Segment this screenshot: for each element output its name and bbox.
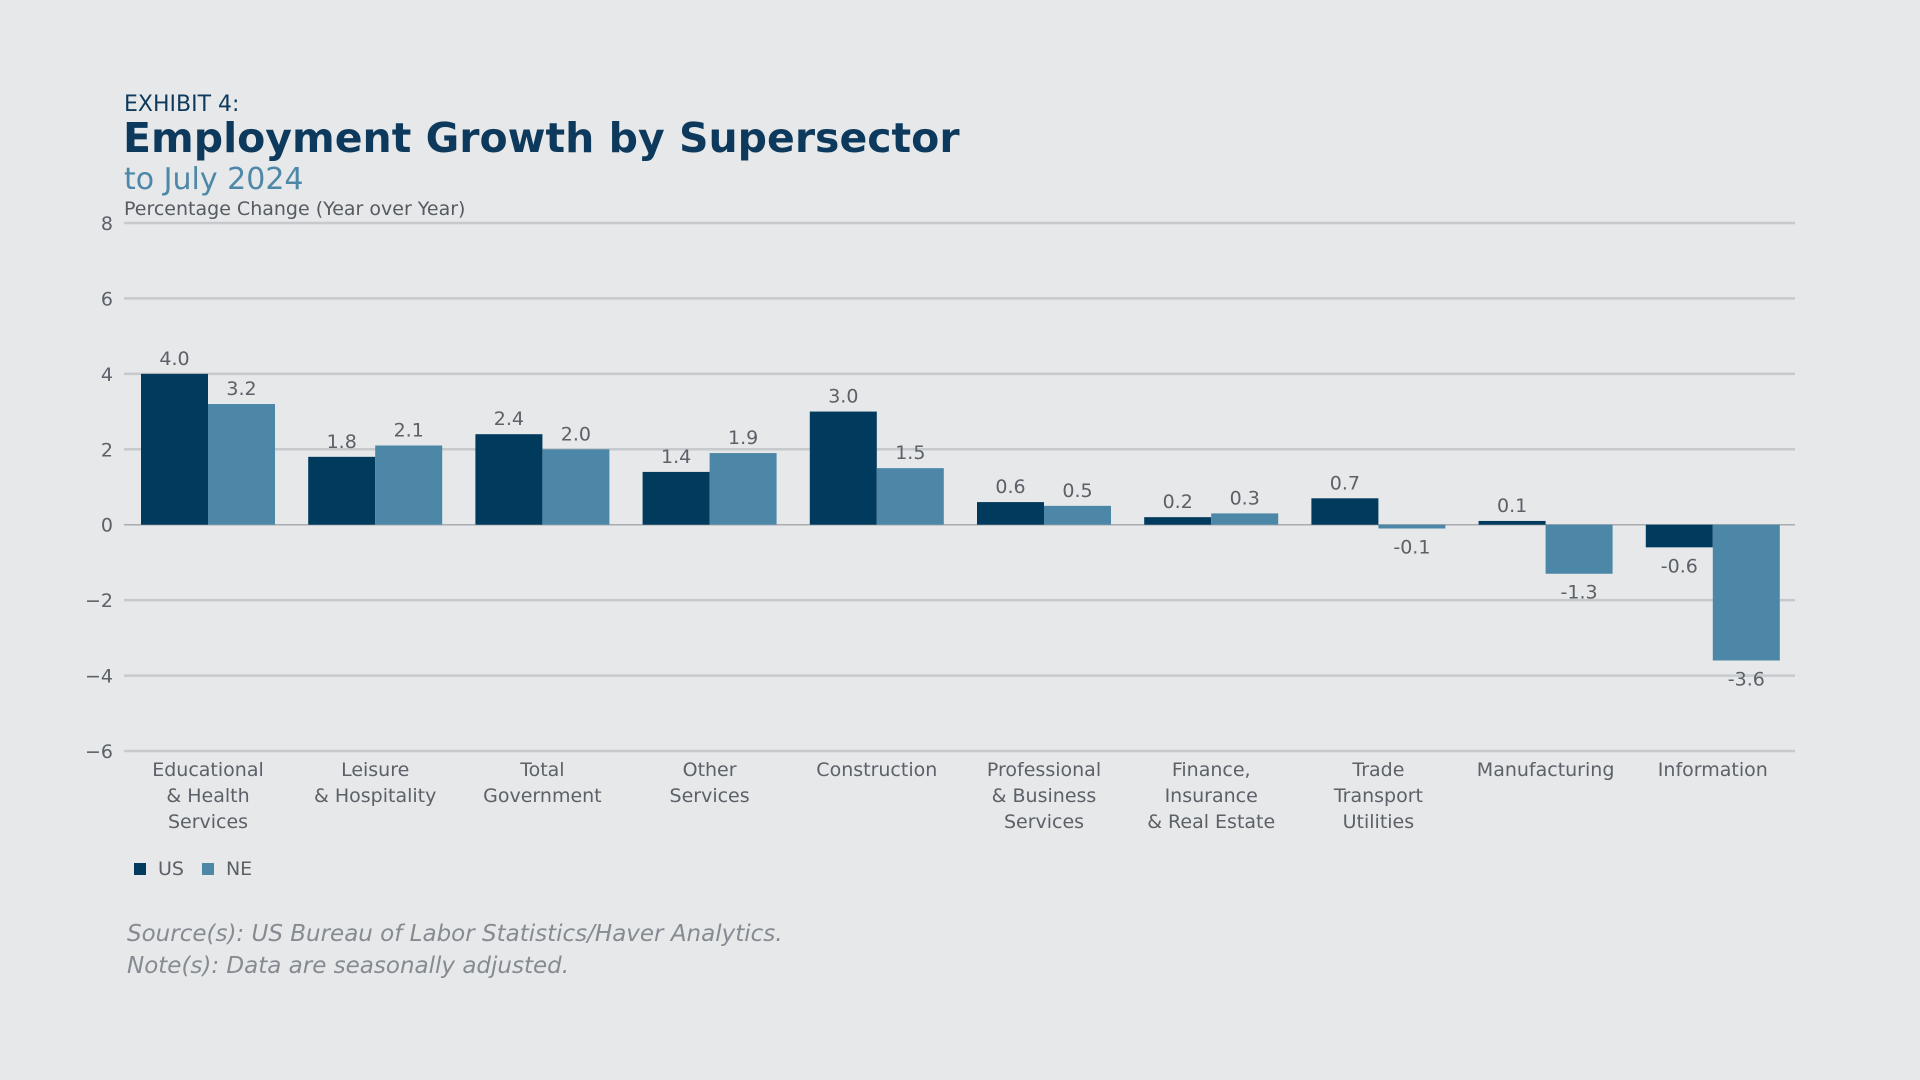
- legend-swatch-ne: [201, 863, 214, 875]
- x-tick-label: Professional: [987, 759, 1101, 781]
- legend-label-ne: NE: [225, 858, 253, 880]
- bar-ne: [1211, 513, 1279, 525]
- legend-item-us: US: [134, 858, 184, 880]
- data-label-us: 0.7: [1330, 472, 1360, 494]
- x-tick-label: Trade: [1351, 759, 1404, 781]
- data-label-ne: 0.3: [1230, 487, 1260, 509]
- legend-label-us: US: [158, 858, 184, 880]
- bar-ne: [1545, 524, 1613, 574]
- data-label-ne: 2.0: [561, 423, 591, 445]
- bar-ne: [542, 449, 610, 525]
- x-tick-label: Total: [519, 759, 564, 781]
- bar-us: [308, 456, 376, 525]
- bar-ne: [709, 453, 777, 525]
- bar-us: [1144, 517, 1212, 525]
- bar-us: [642, 471, 710, 525]
- data-label-us: 0.2: [1163, 491, 1193, 513]
- x-tick-label: Leisure: [341, 759, 409, 781]
- bar-us: [977, 502, 1044, 525]
- bar-ne: [1378, 524, 1446, 529]
- data-label-ne: -1.3: [1561, 582, 1598, 604]
- bar-us: [1311, 498, 1379, 525]
- data-label-us: 0.6: [995, 476, 1025, 498]
- data-label-us: 4.0: [159, 348, 189, 370]
- y-tick-label: −2: [85, 590, 113, 612]
- y-tick-label: 0: [101, 515, 113, 537]
- legend: US NE: [134, 858, 270, 880]
- legend-swatch-us: [134, 863, 146, 875]
- bar-us: [1478, 520, 1546, 525]
- x-tick-label: Finance,: [1172, 759, 1251, 781]
- bar-us: [141, 373, 208, 525]
- data-label-us: 3.0: [828, 386, 858, 408]
- x-tick-label: Insurance: [1165, 785, 1258, 807]
- data-label-ne: 1.5: [895, 442, 925, 464]
- x-tick-label: & Health: [166, 785, 249, 807]
- x-tick-label: Utilities: [1343, 811, 1415, 833]
- x-tick-label: Transport: [1333, 785, 1423, 807]
- exhibit-label: EXHIBIT 4:: [124, 92, 240, 117]
- legend-item-ne: NE: [201, 858, 253, 880]
- data-label-ne: 0.5: [1062, 480, 1092, 502]
- bar-ne: [1712, 524, 1780, 661]
- x-tick-label: Services: [670, 785, 750, 807]
- bar-ne: [876, 468, 944, 525]
- data-label-ne: 3.2: [226, 378, 256, 400]
- x-tick-label: Manufacturing: [1477, 759, 1615, 781]
- bar-us: [809, 411, 877, 525]
- x-tick-label: Other: [683, 759, 737, 781]
- x-tick-label: & Hospitality: [314, 785, 436, 807]
- data-label-ne: 1.9: [728, 427, 758, 449]
- data-label-ne: -3.6: [1728, 668, 1765, 690]
- data-label-us: 1.8: [327, 431, 357, 453]
- bar-ne: [375, 445, 443, 525]
- data-label-us: -0.6: [1661, 555, 1698, 577]
- y-tick-label: −6: [85, 741, 113, 763]
- data-note: Note(s): Data are seasonally adjusted.: [127, 953, 570, 979]
- x-tick-label: Government: [483, 785, 602, 807]
- x-tick-label: Construction: [816, 759, 937, 781]
- y-axis-label: Percentage Change (Year over Year): [124, 198, 466, 220]
- y-tick-label: 2: [101, 439, 113, 461]
- y-tick-label: 4: [101, 364, 113, 386]
- x-tick-label: Information: [1658, 759, 1768, 781]
- footnotes: Source(s): US Bureau of Labor Statistics…: [127, 918, 783, 982]
- bar-us: [1645, 524, 1713, 548]
- y-tick-label: 8: [101, 213, 113, 235]
- bar-us: [475, 434, 543, 525]
- x-tick-label: & Business: [992, 785, 1097, 807]
- x-tick-label: Services: [168, 811, 248, 833]
- y-tick-label: −4: [85, 666, 113, 688]
- x-tick-label: Educational: [152, 759, 264, 781]
- chart-subtitle: to July 2024: [124, 162, 304, 197]
- source-note: Source(s): US Bureau of Labor Statistics…: [127, 921, 783, 947]
- bar-ne: [208, 404, 275, 525]
- y-tick-label: 6: [101, 288, 113, 310]
- x-tick-label: Services: [1004, 811, 1084, 833]
- chart-title: Employment Growth by Supersector: [123, 114, 960, 162]
- x-tick-label: & Real Estate: [1147, 811, 1275, 833]
- data-label-us: 1.4: [661, 446, 691, 468]
- data-label-ne: 2.1: [394, 420, 424, 442]
- data-label-us: 2.4: [494, 408, 524, 430]
- data-label-ne: -0.1: [1393, 536, 1430, 558]
- bar-ne: [1044, 505, 1111, 525]
- data-label-us: 0.1: [1497, 495, 1527, 517]
